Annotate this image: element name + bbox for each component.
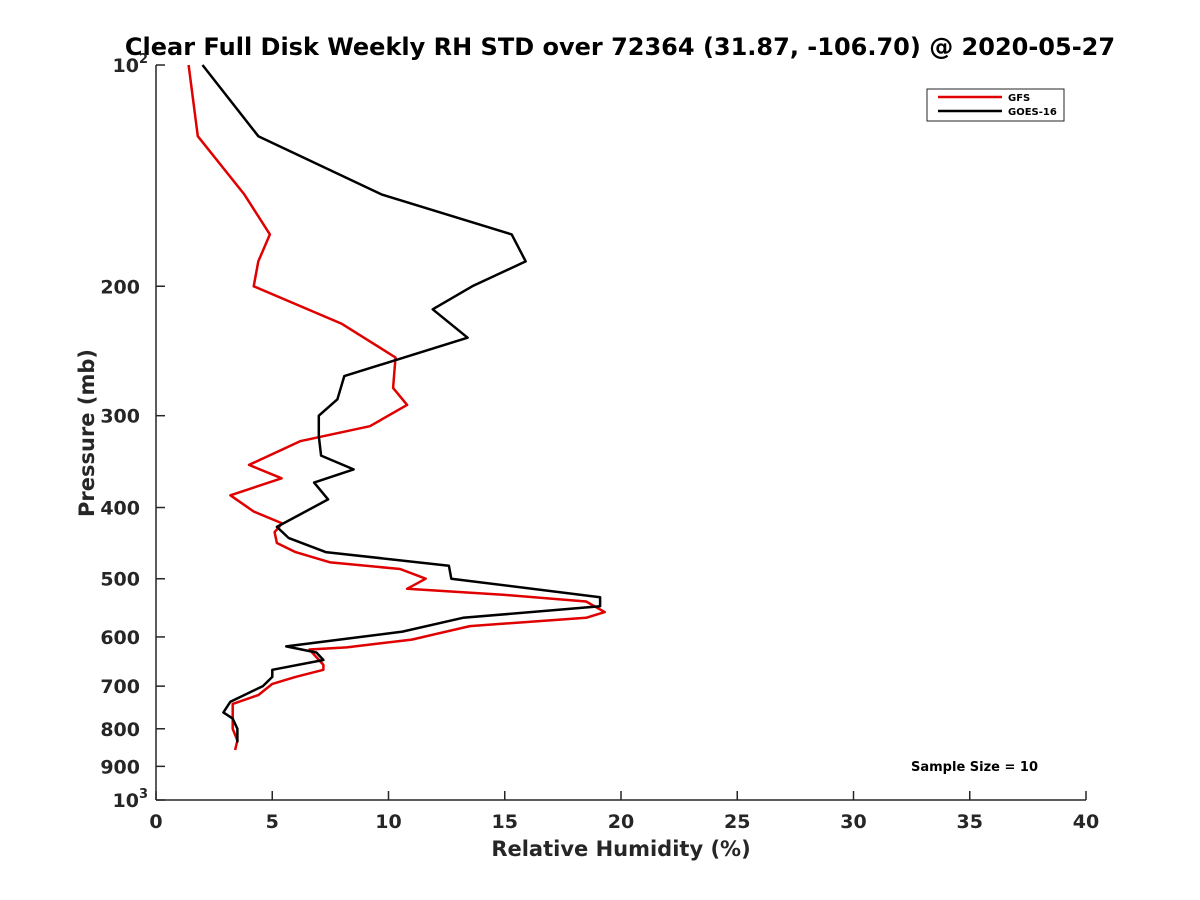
x-tick-label: 0 <box>149 811 162 833</box>
y-tick-label: 800 <box>100 719 140 741</box>
y-tick-label: 103 <box>113 787 149 812</box>
y-tick-label: 102 <box>113 52 149 77</box>
legend-label-goes16: GOES-16 <box>1008 107 1057 118</box>
x-tick-label: 15 <box>492 811 518 833</box>
y-tick-label: 600 <box>100 627 140 649</box>
chart-title: Clear Full Disk Weekly RH STD over 72364… <box>125 33 1115 61</box>
legend: GFS GOES-16 <box>926 88 1065 122</box>
x-axis-ticks: 0 5 10 15 20 25 30 35 40 <box>149 791 1099 833</box>
y-tick-label: 200 <box>100 276 140 298</box>
y-tick-label: 500 <box>100 569 140 591</box>
x-axis-label: Relative Humidity (%) <box>491 837 750 861</box>
legend-box <box>926 88 1065 122</box>
y-tick-label: 400 <box>100 498 140 520</box>
x-tick-label: 10 <box>375 811 401 833</box>
x-tick-label: 35 <box>957 811 983 833</box>
y-tick-label: 300 <box>100 406 140 428</box>
x-tick-label: 30 <box>840 811 866 833</box>
x-tick-label: 25 <box>724 811 750 833</box>
legend-label-gfs: GFS <box>1008 93 1030 104</box>
y-axis-label: Pressure (mb) <box>75 349 99 517</box>
x-tick-label: 5 <box>266 811 279 833</box>
x-tick-label: 40 <box>1073 811 1099 833</box>
y-tick-label: 900 <box>100 756 140 778</box>
y-axis-ticks: 102 200 300 400 500 600 700 800 900 103 <box>100 52 165 812</box>
series-line-gfs <box>187 64 606 751</box>
series-layer <box>187 64 606 751</box>
series-line-goes16 <box>201 64 602 743</box>
sample-size-annotation: Sample Size = 10 <box>911 760 1038 775</box>
y-tick-label: 700 <box>100 676 140 698</box>
x-tick-label: 20 <box>608 811 634 833</box>
plot-background <box>156 65 1086 800</box>
